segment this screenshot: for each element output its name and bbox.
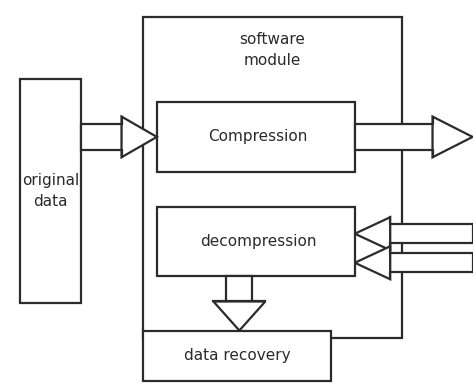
Bar — [157, 102, 355, 172]
Bar — [143, 17, 402, 338]
Text: data recovery: data recovery — [184, 348, 290, 363]
Text: original
data: original data — [22, 173, 80, 209]
Bar — [227, 277, 252, 301]
Polygon shape — [213, 301, 265, 331]
Bar — [82, 124, 121, 149]
Text: Compression: Compression — [209, 129, 308, 144]
Bar — [20, 79, 82, 303]
Bar — [355, 124, 433, 149]
Bar — [157, 207, 355, 277]
Bar — [143, 331, 331, 381]
Polygon shape — [355, 217, 390, 250]
Polygon shape — [433, 117, 473, 157]
Polygon shape — [355, 246, 390, 279]
Bar — [390, 224, 473, 243]
Bar — [390, 253, 473, 273]
Text: decompression: decompression — [200, 234, 317, 249]
Polygon shape — [121, 117, 157, 157]
Text: software
module: software module — [239, 32, 305, 68]
